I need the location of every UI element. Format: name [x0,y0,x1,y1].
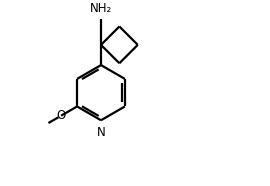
Text: O: O [56,109,66,122]
Text: NH₂: NH₂ [90,1,112,15]
Text: N: N [97,126,105,139]
